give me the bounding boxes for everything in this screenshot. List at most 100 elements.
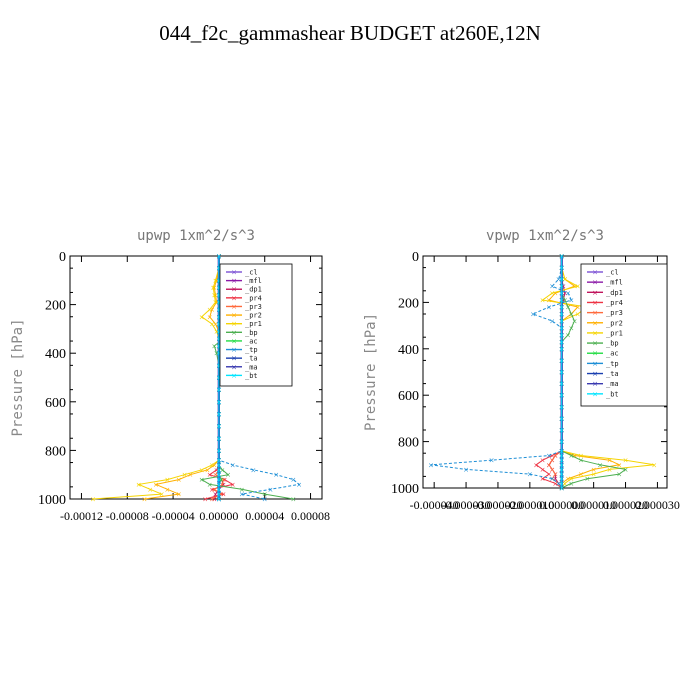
data-point: ×	[213, 277, 219, 285]
data-point: ×	[559, 253, 565, 261]
legend-marker: ×	[592, 299, 598, 307]
legend-label: _bt	[245, 372, 258, 380]
data-point: ×	[559, 297, 565, 305]
data-point: ×	[211, 486, 217, 494]
legend-marker: ×	[231, 269, 237, 277]
data-point: ×	[546, 304, 552, 312]
legend-label: _ma	[606, 380, 619, 388]
data-point: ×	[428, 461, 434, 469]
data-point: ×	[546, 452, 552, 460]
x-tick-label: 0.000030	[635, 498, 680, 512]
data-point: ×	[216, 491, 222, 499]
data-point: ×	[568, 452, 574, 460]
data-point: ×	[559, 485, 565, 493]
legend-marker: ×	[231, 286, 237, 294]
data-point: ×	[559, 485, 565, 493]
legend-label: _cl	[606, 269, 619, 277]
data-point: ×	[565, 475, 571, 483]
data-point: ×	[207, 471, 213, 479]
data-point: ×	[546, 297, 552, 305]
x-tick-label: 0.000000	[539, 498, 584, 512]
data-point: ×	[651, 461, 657, 469]
data-point: ×	[559, 475, 565, 483]
legend-label: _ac	[245, 337, 258, 345]
data-point: ×	[546, 461, 552, 469]
data-point: ×	[216, 265, 222, 273]
data-point: ×	[216, 457, 222, 465]
data-point: ×	[549, 290, 555, 298]
data-point: ×	[572, 452, 578, 460]
data-point: ×	[216, 435, 222, 443]
data-point: ×	[552, 290, 558, 298]
x-tick-label: -0.00012	[60, 509, 103, 523]
legend-label: _ta	[245, 355, 258, 363]
data-point: ×	[540, 466, 546, 474]
legend-label: _pr2	[606, 319, 623, 327]
legend-marker: ×	[231, 303, 237, 311]
data-point: ×	[607, 457, 613, 465]
legend-marker: ×	[231, 355, 237, 363]
data-point: ×	[273, 471, 279, 479]
data-point: ×	[568, 311, 574, 319]
y-tick-label: 200	[45, 299, 66, 314]
data-point: ×	[216, 496, 222, 504]
data-point: ×	[552, 452, 558, 460]
data-point: ×	[221, 481, 227, 489]
data-point: ×	[560, 283, 566, 291]
legend-marker: ×	[592, 360, 598, 368]
legend-marker: ×	[592, 269, 598, 277]
data-point: ×	[216, 423, 222, 431]
data-point: ×	[182, 471, 188, 479]
data-point: ×	[216, 496, 222, 504]
data-point: ×	[209, 496, 215, 504]
data-point: ×	[560, 297, 566, 305]
data-point: ×	[213, 321, 219, 329]
x-tick-label: -0.000030	[442, 498, 491, 512]
data-point: ×	[559, 415, 565, 423]
data-point: ×	[559, 471, 565, 479]
data-point: ×	[568, 480, 574, 488]
x-tick-label: -0.00008	[106, 509, 149, 523]
data-point: ×	[559, 485, 565, 493]
data-point: ×	[559, 276, 565, 284]
data-point: ×	[296, 481, 302, 489]
data-point: ×	[562, 480, 568, 488]
legend-label: _ac	[606, 350, 619, 358]
legend-box	[580, 263, 668, 407]
data-point: ×	[463, 466, 469, 474]
data-point: ×	[239, 486, 245, 494]
y-tick-label: 800	[45, 444, 66, 459]
data-point: ×	[225, 471, 231, 479]
legend-marker: ×	[231, 312, 237, 320]
y-axis-label: Pressure [hPa]	[10, 318, 26, 436]
x-tick-label: 0.000020	[603, 498, 648, 512]
data-point: ×	[211, 461, 217, 469]
data-point: ×	[216, 410, 222, 418]
legend-marker: ×	[231, 294, 237, 302]
data-point: ×	[552, 480, 558, 488]
x-tick-label: 0.00000	[199, 509, 238, 523]
data-point: ×	[222, 476, 228, 484]
data-point: ×	[219, 481, 225, 489]
data-point: ×	[556, 480, 562, 488]
data-point: ×	[559, 357, 565, 365]
legend-marker: ×	[592, 370, 598, 378]
data-point: ×	[591, 466, 597, 474]
data-point: ×	[575, 283, 581, 291]
data-point: ×	[568, 475, 574, 483]
data-point: ×	[559, 485, 565, 493]
data-point: ×	[559, 485, 565, 493]
data-point: ×	[565, 331, 571, 339]
data-point: ×	[546, 471, 552, 479]
legend-label: _pr2	[245, 312, 262, 320]
data-point: ×	[527, 471, 533, 479]
y-tick-label: 1000	[391, 482, 419, 497]
data-point: ×	[214, 328, 220, 336]
data-point: ×	[559, 485, 565, 493]
data-point: ×	[216, 447, 222, 455]
panel-title: vpwp 1xm^2/s^3	[486, 228, 604, 244]
data-point: ×	[202, 496, 208, 504]
data-point: ×	[216, 496, 222, 504]
data-point: ×	[218, 491, 224, 499]
